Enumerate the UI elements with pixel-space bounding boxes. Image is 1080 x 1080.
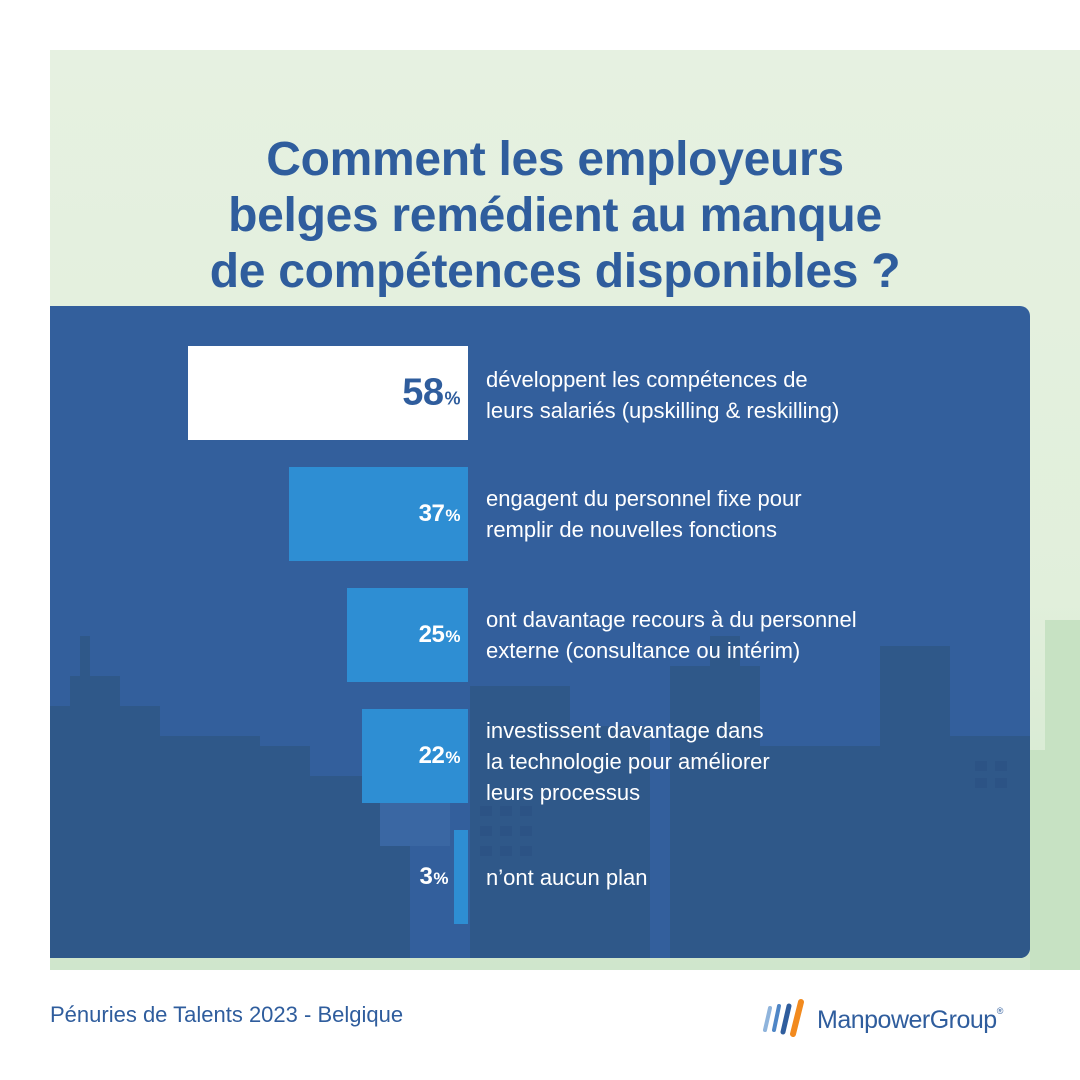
bar-value-number: 22 bbox=[418, 742, 445, 769]
bar-value-label: 37% bbox=[418, 500, 461, 528]
city-skyline-illustration bbox=[50, 636, 1030, 958]
bar-value-number: 3 bbox=[419, 863, 433, 890]
bar-value-number: 25 bbox=[418, 621, 445, 648]
bar-value-label: 25% bbox=[418, 621, 461, 649]
bar-category-label: n’ont aucun plan bbox=[486, 865, 648, 890]
bar-value-label: 58% bbox=[402, 372, 460, 415]
page-title: Comment les employeurs belges remédient … bbox=[50, 132, 1060, 300]
bar-value-number: 58 bbox=[402, 371, 444, 414]
bar-category-label: ont davantage recours à du personnel ext… bbox=[486, 607, 857, 663]
bar-value-unit: % bbox=[433, 869, 448, 888]
bar-2: 37% bbox=[289, 467, 468, 561]
bar-value-unit: % bbox=[445, 506, 460, 525]
bar-category-label: investissent davantage dans la technolog… bbox=[486, 718, 770, 805]
bar-value-label: 3% bbox=[419, 863, 449, 891]
bar-value-label: 22% bbox=[418, 742, 461, 770]
bar-value-number: 37 bbox=[418, 500, 445, 527]
bar-value-unit: % bbox=[444, 388, 460, 409]
bar-5: 3% bbox=[420, 830, 468, 924]
manpowergroup-logo: ManpowerGroup® bbox=[755, 994, 1035, 1044]
bar-value-unit: % bbox=[445, 627, 460, 646]
registered-mark: ® bbox=[996, 1006, 1004, 1016]
bar-category-label: développent les compétences de leurs sal… bbox=[486, 367, 840, 423]
chart-panel: 58% 37% 25% 22% 3% développent les compétenc… bbox=[50, 306, 1030, 958]
title-line-1: Comment les employeurs bbox=[266, 133, 844, 187]
bar-value-unit: % bbox=[445, 748, 460, 767]
bar-4: 22% bbox=[361, 709, 468, 803]
bar-3: 25% bbox=[347, 588, 468, 682]
title-line-2: belges remédient au manque bbox=[228, 189, 882, 243]
logo-name: ManpowerGroup bbox=[817, 1006, 997, 1034]
source-footnote: Pénuries de Talents 2023 - Belgique bbox=[50, 1002, 404, 1027]
manpowergroup-mark-icon bbox=[763, 999, 804, 1037]
logo-wordmark: ManpowerGroup® bbox=[817, 1006, 1003, 1035]
title-line-3: de compétences disponibles ? bbox=[209, 245, 901, 299]
bar-1: 58% bbox=[188, 346, 468, 440]
bar-category-label: engagent du personnel fixe pour remplir … bbox=[486, 486, 802, 542]
